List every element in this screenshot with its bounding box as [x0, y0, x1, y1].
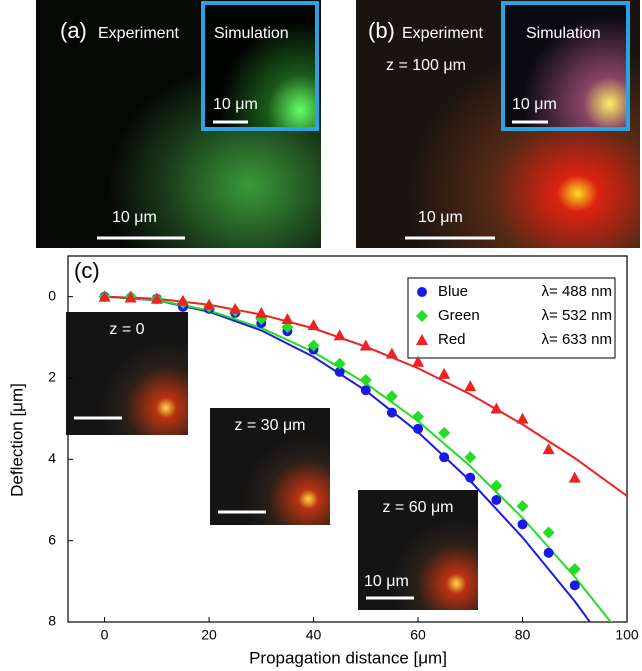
panel-label: (c) [74, 258, 100, 283]
legend-wavelength: λ= 532 nm [542, 307, 612, 324]
panel-label: (a) [60, 18, 87, 43]
x-axis-title: Propagation distance [μm] [249, 648, 447, 667]
point [544, 548, 554, 558]
x-tick-label: 80 [515, 627, 531, 643]
simulation: Simulation [526, 25, 601, 42]
experiment: Experiment [402, 25, 483, 42]
x-tick-label: 20 [201, 627, 217, 643]
legend-marker [417, 287, 427, 297]
inset-label: z = 60 μm [382, 499, 453, 516]
y-tick-label: 0 [48, 287, 56, 303]
point [518, 519, 528, 529]
scale-text: 10 μm [512, 96, 557, 113]
legend-wavelength: λ= 633 nm [542, 331, 612, 348]
x-tick-label: 0 [101, 627, 109, 643]
legend-label: Blue [438, 283, 468, 300]
position: z = 100 μm [386, 57, 466, 74]
experiment: Experiment [98, 25, 179, 42]
point [491, 495, 501, 505]
panel-b: (b) Experiment z = 100 μm Simulation 10 … [356, 0, 640, 248]
x-tick-label: 100 [615, 627, 639, 643]
legend-label: Red [438, 331, 466, 348]
point [387, 408, 397, 418]
y-axis-title: Deflection [μm] [7, 383, 26, 497]
y-tick-label: 2 [48, 369, 56, 385]
panel-c: (c) Propagation distance [μm] Deflection… [7, 256, 638, 671]
x-tick-label: 40 [306, 627, 322, 643]
point [465, 473, 475, 483]
y-tick-label: 4 [48, 450, 56, 466]
legend-wavelength: λ= 488 nm [542, 283, 612, 300]
point [361, 385, 371, 395]
inset-label: z = 30 μm [234, 417, 305, 434]
scale-text: 10 μm [213, 96, 258, 113]
inset-label: z = 0 [109, 321, 144, 338]
simulation: Simulation [214, 25, 289, 42]
point [570, 580, 580, 590]
scale-text: 10 μm [364, 573, 409, 590]
scale-text: 10 μm [112, 209, 157, 226]
panel-a: (a) Experiment Simulation 10 μm 10 μm [36, 0, 321, 248]
x-tick-label: 60 [410, 627, 426, 643]
point [413, 424, 423, 434]
figure: (a) Experiment Simulation 10 μm 10 μm (b… [0, 0, 642, 671]
y-tick-label: 6 [48, 531, 56, 547]
point [439, 452, 449, 462]
scale-text: 10 μm [418, 209, 463, 226]
panel-label: (b) [368, 18, 395, 43]
legend-label: Green [438, 307, 480, 324]
y-tick-label: 8 [48, 613, 56, 629]
